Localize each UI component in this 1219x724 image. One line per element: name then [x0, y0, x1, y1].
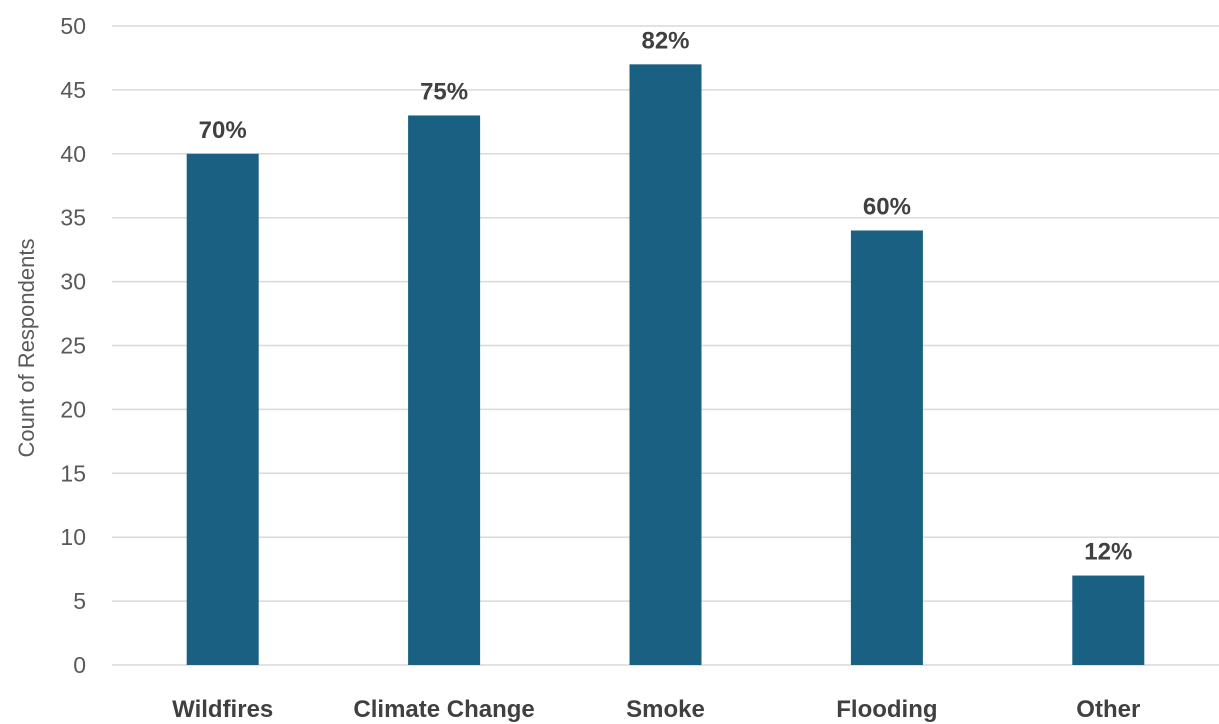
- data-label: 12%: [1084, 539, 1132, 566]
- x-tick-label: Flooding: [836, 696, 937, 723]
- bar: [186, 153, 259, 666]
- y-tick-label: 40: [60, 141, 86, 167]
- x-tick-label: Other: [1076, 696, 1140, 723]
- y-tick-label: 5: [73, 588, 86, 614]
- bar: [408, 115, 481, 665]
- data-label: 75%: [420, 78, 468, 105]
- data-label: 70%: [199, 117, 247, 144]
- y-axis-title: Count of Respondents: [14, 239, 39, 458]
- bars: [186, 64, 1145, 666]
- y-tick-label: 0: [73, 652, 86, 678]
- x-tick-label: Wildfires: [172, 696, 273, 723]
- y-tick-label: 45: [60, 77, 86, 103]
- data-label: 60%: [863, 193, 911, 220]
- y-tick-label: 30: [60, 269, 86, 295]
- y-tick-label: 10: [60, 524, 86, 550]
- y-tick-label: 35: [60, 205, 86, 231]
- bar: [1072, 575, 1145, 665]
- x-axis-ticks: Wildfires Climate Change Smoke Flooding Othe…: [172, 696, 1140, 723]
- y-axis-ticks: 0 5 10 15 20 25 30 35 40 45 50: [60, 13, 86, 678]
- y-tick-label: 25: [60, 333, 86, 359]
- x-tick-label: Climate Change: [353, 696, 534, 723]
- y-tick-label: 50: [60, 13, 86, 39]
- data-labels: 70% 75% 82% 60% 12%: [199, 27, 1133, 565]
- bar: [629, 64, 702, 666]
- y-tick-label: 20: [60, 396, 86, 422]
- y-tick-label: 15: [60, 460, 86, 486]
- bar: [850, 230, 923, 666]
- x-tick-label: Smoke: [626, 696, 705, 723]
- data-label: 82%: [641, 27, 689, 54]
